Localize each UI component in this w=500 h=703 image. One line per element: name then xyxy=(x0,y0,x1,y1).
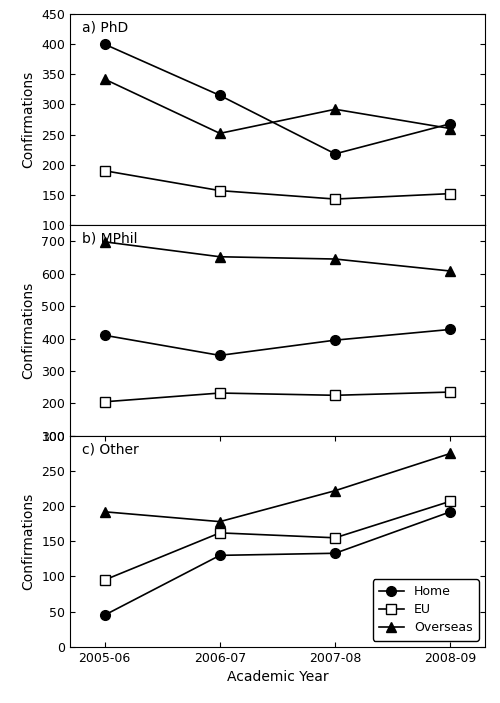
Overseas xyxy=(332,254,338,263)
Line: Home: Home xyxy=(100,325,456,360)
EU xyxy=(332,391,338,399)
EU xyxy=(102,167,107,175)
EU xyxy=(102,398,107,406)
Home xyxy=(217,352,223,360)
Legend: Home, EU, Overseas: Home, EU, Overseas xyxy=(372,579,479,640)
Overseas xyxy=(102,238,107,246)
Home xyxy=(102,611,107,619)
Home xyxy=(217,551,223,560)
Text: b) MPhil: b) MPhil xyxy=(82,231,138,245)
EU xyxy=(217,186,223,195)
Home xyxy=(332,150,338,158)
Y-axis label: Confirmations: Confirmations xyxy=(22,493,36,590)
Overseas xyxy=(448,124,454,133)
EU xyxy=(448,388,454,396)
Overseas xyxy=(102,75,107,84)
Home xyxy=(102,40,107,49)
EU xyxy=(332,195,338,203)
Line: EU: EU xyxy=(100,387,456,406)
Overseas xyxy=(332,105,338,113)
Overseas xyxy=(332,486,338,495)
Y-axis label: Confirmations: Confirmations xyxy=(22,282,36,379)
Line: Overseas: Overseas xyxy=(100,75,456,138)
Home xyxy=(332,336,338,344)
Y-axis label: Confirmations: Confirmations xyxy=(22,71,36,168)
Home xyxy=(217,91,223,100)
Line: EU: EU xyxy=(100,496,456,585)
Overseas xyxy=(102,508,107,516)
Home xyxy=(448,120,454,128)
Line: Home: Home xyxy=(100,39,456,159)
Overseas xyxy=(448,267,454,276)
EU xyxy=(332,534,338,542)
Home xyxy=(102,331,107,340)
Line: EU: EU xyxy=(100,166,456,204)
EU xyxy=(217,529,223,537)
EU xyxy=(448,497,454,505)
Home xyxy=(332,549,338,557)
Home xyxy=(448,325,454,334)
Home xyxy=(448,508,454,516)
Overseas xyxy=(217,517,223,526)
X-axis label: Academic Year: Academic Year xyxy=(226,670,328,684)
Text: c) Other: c) Other xyxy=(82,442,139,456)
EU xyxy=(102,576,107,584)
Line: Overseas: Overseas xyxy=(100,449,456,527)
Line: Home: Home xyxy=(100,507,456,620)
EU xyxy=(217,389,223,397)
Overseas xyxy=(217,129,223,138)
EU xyxy=(448,189,454,198)
Overseas xyxy=(217,252,223,261)
Line: Overseas: Overseas xyxy=(100,237,456,276)
Overseas xyxy=(448,449,454,458)
Text: a) PhD: a) PhD xyxy=(82,20,128,34)
